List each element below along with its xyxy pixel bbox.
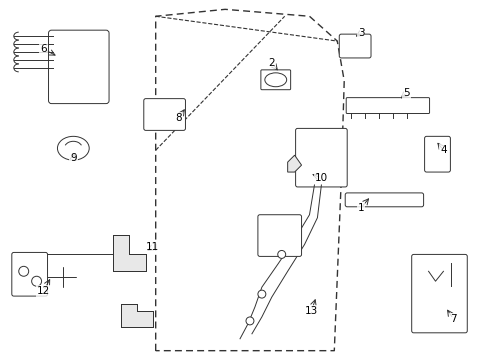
Text: 6: 6 <box>40 44 47 54</box>
Text: 1: 1 <box>357 203 364 213</box>
Text: 13: 13 <box>304 306 318 316</box>
Polygon shape <box>121 304 152 327</box>
FancyBboxPatch shape <box>48 30 109 104</box>
Circle shape <box>245 317 253 325</box>
Polygon shape <box>113 235 145 271</box>
Polygon shape <box>287 155 301 172</box>
Ellipse shape <box>57 136 89 160</box>
Ellipse shape <box>264 73 286 87</box>
Circle shape <box>19 266 29 276</box>
Text: 5: 5 <box>403 88 409 98</box>
FancyBboxPatch shape <box>143 99 185 130</box>
FancyBboxPatch shape <box>424 136 449 172</box>
FancyBboxPatch shape <box>345 193 423 207</box>
FancyBboxPatch shape <box>12 252 47 296</box>
FancyBboxPatch shape <box>339 34 370 58</box>
Text: 9: 9 <box>70 153 77 163</box>
Circle shape <box>32 276 41 286</box>
Text: 3: 3 <box>357 28 364 38</box>
Text: 8: 8 <box>175 113 182 123</box>
FancyBboxPatch shape <box>295 129 346 187</box>
Text: 4: 4 <box>439 145 446 155</box>
Text: 2: 2 <box>268 58 275 68</box>
Text: 7: 7 <box>449 314 456 324</box>
Text: 10: 10 <box>314 173 327 183</box>
FancyBboxPatch shape <box>346 98 428 113</box>
Text: 11: 11 <box>146 243 159 252</box>
Circle shape <box>257 290 265 298</box>
FancyBboxPatch shape <box>411 255 467 333</box>
FancyBboxPatch shape <box>257 215 301 256</box>
Text: 12: 12 <box>37 286 50 296</box>
FancyBboxPatch shape <box>260 70 290 90</box>
Circle shape <box>277 251 285 258</box>
